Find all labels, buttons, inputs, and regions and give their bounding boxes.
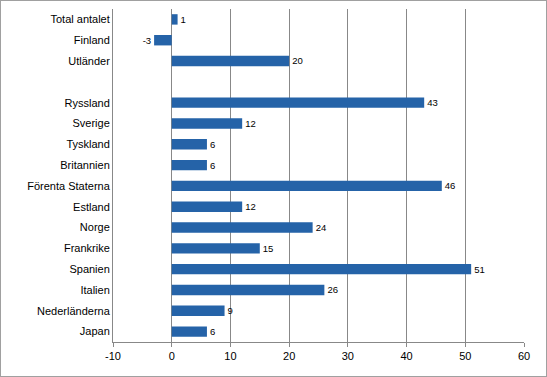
- svg-text:24: 24: [316, 222, 327, 233]
- svg-text:15: 15: [263, 243, 274, 254]
- svg-text:Sverige: Sverige: [73, 117, 110, 129]
- svg-text:Estland: Estland: [73, 201, 110, 213]
- svg-text:-10: -10: [105, 350, 121, 362]
- svg-text:6: 6: [210, 139, 215, 150]
- svg-text:9: 9: [228, 305, 233, 316]
- svg-text:1: 1: [181, 14, 186, 25]
- svg-text:Utländer: Utländer: [68, 55, 110, 67]
- svg-text:Total antalet: Total antalet: [50, 13, 109, 25]
- svg-text:Japan: Japan: [80, 325, 110, 337]
- svg-text:12: 12: [245, 118, 256, 129]
- svg-text:20: 20: [283, 350, 295, 362]
- svg-text:Spanien: Spanien: [69, 263, 109, 275]
- svg-text:Finland: Finland: [74, 34, 110, 46]
- svg-text:40: 40: [400, 350, 412, 362]
- svg-text:0: 0: [169, 350, 175, 362]
- svg-text:46: 46: [445, 180, 456, 191]
- svg-text:Tyskland: Tyskland: [66, 138, 109, 150]
- svg-text:6: 6: [210, 326, 215, 337]
- svg-text:26: 26: [327, 284, 338, 295]
- svg-text:6: 6: [210, 160, 215, 171]
- svg-text:20: 20: [292, 55, 303, 66]
- svg-text:Förenta Staterna: Förenta Staterna: [27, 180, 110, 192]
- svg-text:Norge: Norge: [80, 221, 110, 233]
- svg-text:10: 10: [224, 350, 236, 362]
- svg-text:50: 50: [459, 350, 471, 362]
- svg-text:Nederländerna: Nederländerna: [37, 305, 111, 317]
- svg-text:Britannien: Britannien: [60, 159, 110, 171]
- svg-text:30: 30: [342, 350, 354, 362]
- svg-text:Italien: Italien: [80, 284, 109, 296]
- svg-text:12: 12: [245, 201, 256, 212]
- svg-text:Frankrike: Frankrike: [64, 242, 110, 254]
- svg-text:43: 43: [427, 97, 438, 108]
- svg-text:Ryssland: Ryssland: [65, 97, 110, 109]
- svg-text:60: 60: [518, 350, 530, 362]
- svg-text:51: 51: [474, 264, 485, 275]
- svg-text:-3: -3: [143, 35, 151, 46]
